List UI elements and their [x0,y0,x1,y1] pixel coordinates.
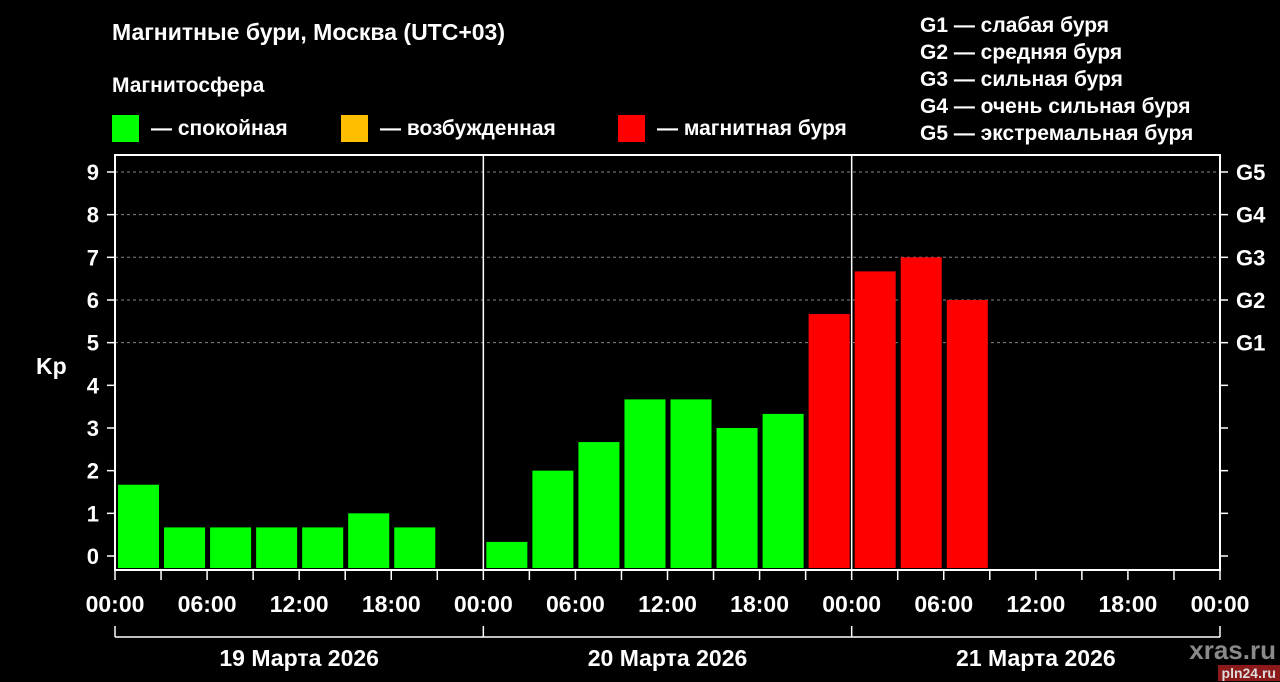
y-tick-label: 4 [87,373,100,398]
bar [624,399,666,568]
bar [808,314,850,568]
legend-item-active: — возбужденная [341,115,556,142]
y-tick-label: 5 [87,331,99,356]
bar [256,527,298,568]
plot-frame [114,154,1221,571]
y-tick-label: 9 [87,160,99,185]
bar [578,442,620,568]
y-tick-label: 6 [87,288,99,313]
chart-title: Магнитные бури, Москва (UTC+03) [112,19,506,45]
y-tick-label: 8 [87,203,99,228]
legend-label: — спокойная [151,117,288,140]
bar [670,399,712,568]
g-level-label: G1 [1236,331,1265,356]
bar [854,271,896,568]
g-scale-item: G3 — сильная буря [920,68,1123,91]
g-level-label: G4 [1236,203,1266,228]
bar [762,413,804,568]
bar [394,527,436,568]
g-level-label: G3 [1236,245,1265,270]
x-tick-label: 00:00 [454,591,513,617]
legend-label: — возбужденная [380,117,556,140]
legend-label: — магнитная буря [657,117,847,140]
bar [900,257,942,568]
watermark-xras: xras.ru [1189,635,1276,665]
legend-item-quiet: — спокойная [112,115,288,142]
y-tick-label: 3 [87,416,99,441]
bar [486,541,528,568]
g-scale-item: G4 — очень сильная буря [920,95,1191,118]
x-tick-label: 18:00 [730,591,789,617]
bar [946,299,988,568]
x-tick-label: 12:00 [638,591,697,617]
legend-title: Магнитосфера [112,74,265,97]
x-tick-label: 00:00 [86,591,145,617]
x-tick-label: 06:00 [178,591,237,617]
bar [164,527,206,568]
day-label: 19 Марта 2026 [219,645,379,671]
day-label: 21 Марта 2026 [956,645,1116,671]
x-tick-label: 00:00 [1191,591,1250,617]
g-scale-item: G5 — экстремальная буря [920,122,1194,145]
g-level-label: G2 [1236,288,1265,313]
y-tick-label: 0 [87,544,99,569]
x-tick-label: 00:00 [822,591,881,617]
x-tick-label: 06:00 [914,591,973,617]
x-tick-label: 12:00 [270,591,329,617]
legend-swatch [341,115,368,142]
y-tick-label: 7 [87,245,99,270]
legend-swatch [618,115,645,142]
x-tick-label: 18:00 [1099,591,1158,617]
bar [210,527,252,568]
g-scale-item: G1 — слабая буря [920,14,1110,37]
bar [118,484,160,568]
bar [716,427,758,568]
watermark-pln24: pln24.ru [1217,665,1280,681]
y-tick-label: 1 [87,501,99,526]
g-scale-item: G2 — средняя буря [920,41,1123,64]
bar [348,513,390,568]
g-scale-legend: G1 — слабая буря G2 — средняя буря G3 — … [920,12,1193,147]
g-level-label: G5 [1236,160,1265,185]
bar [532,470,574,568]
y-tick-label: 2 [87,459,99,484]
legend-swatch [112,115,139,142]
x-tick-label: 18:00 [362,591,421,617]
day-label: 20 Марта 2026 [588,645,748,671]
x-tick-label: 06:00 [546,591,605,617]
legend-item-storm: — магнитная буря [618,115,847,142]
x-tick-label: 12:00 [1006,591,1065,617]
y-axis-label: Kp [36,353,67,379]
bar [302,527,344,568]
